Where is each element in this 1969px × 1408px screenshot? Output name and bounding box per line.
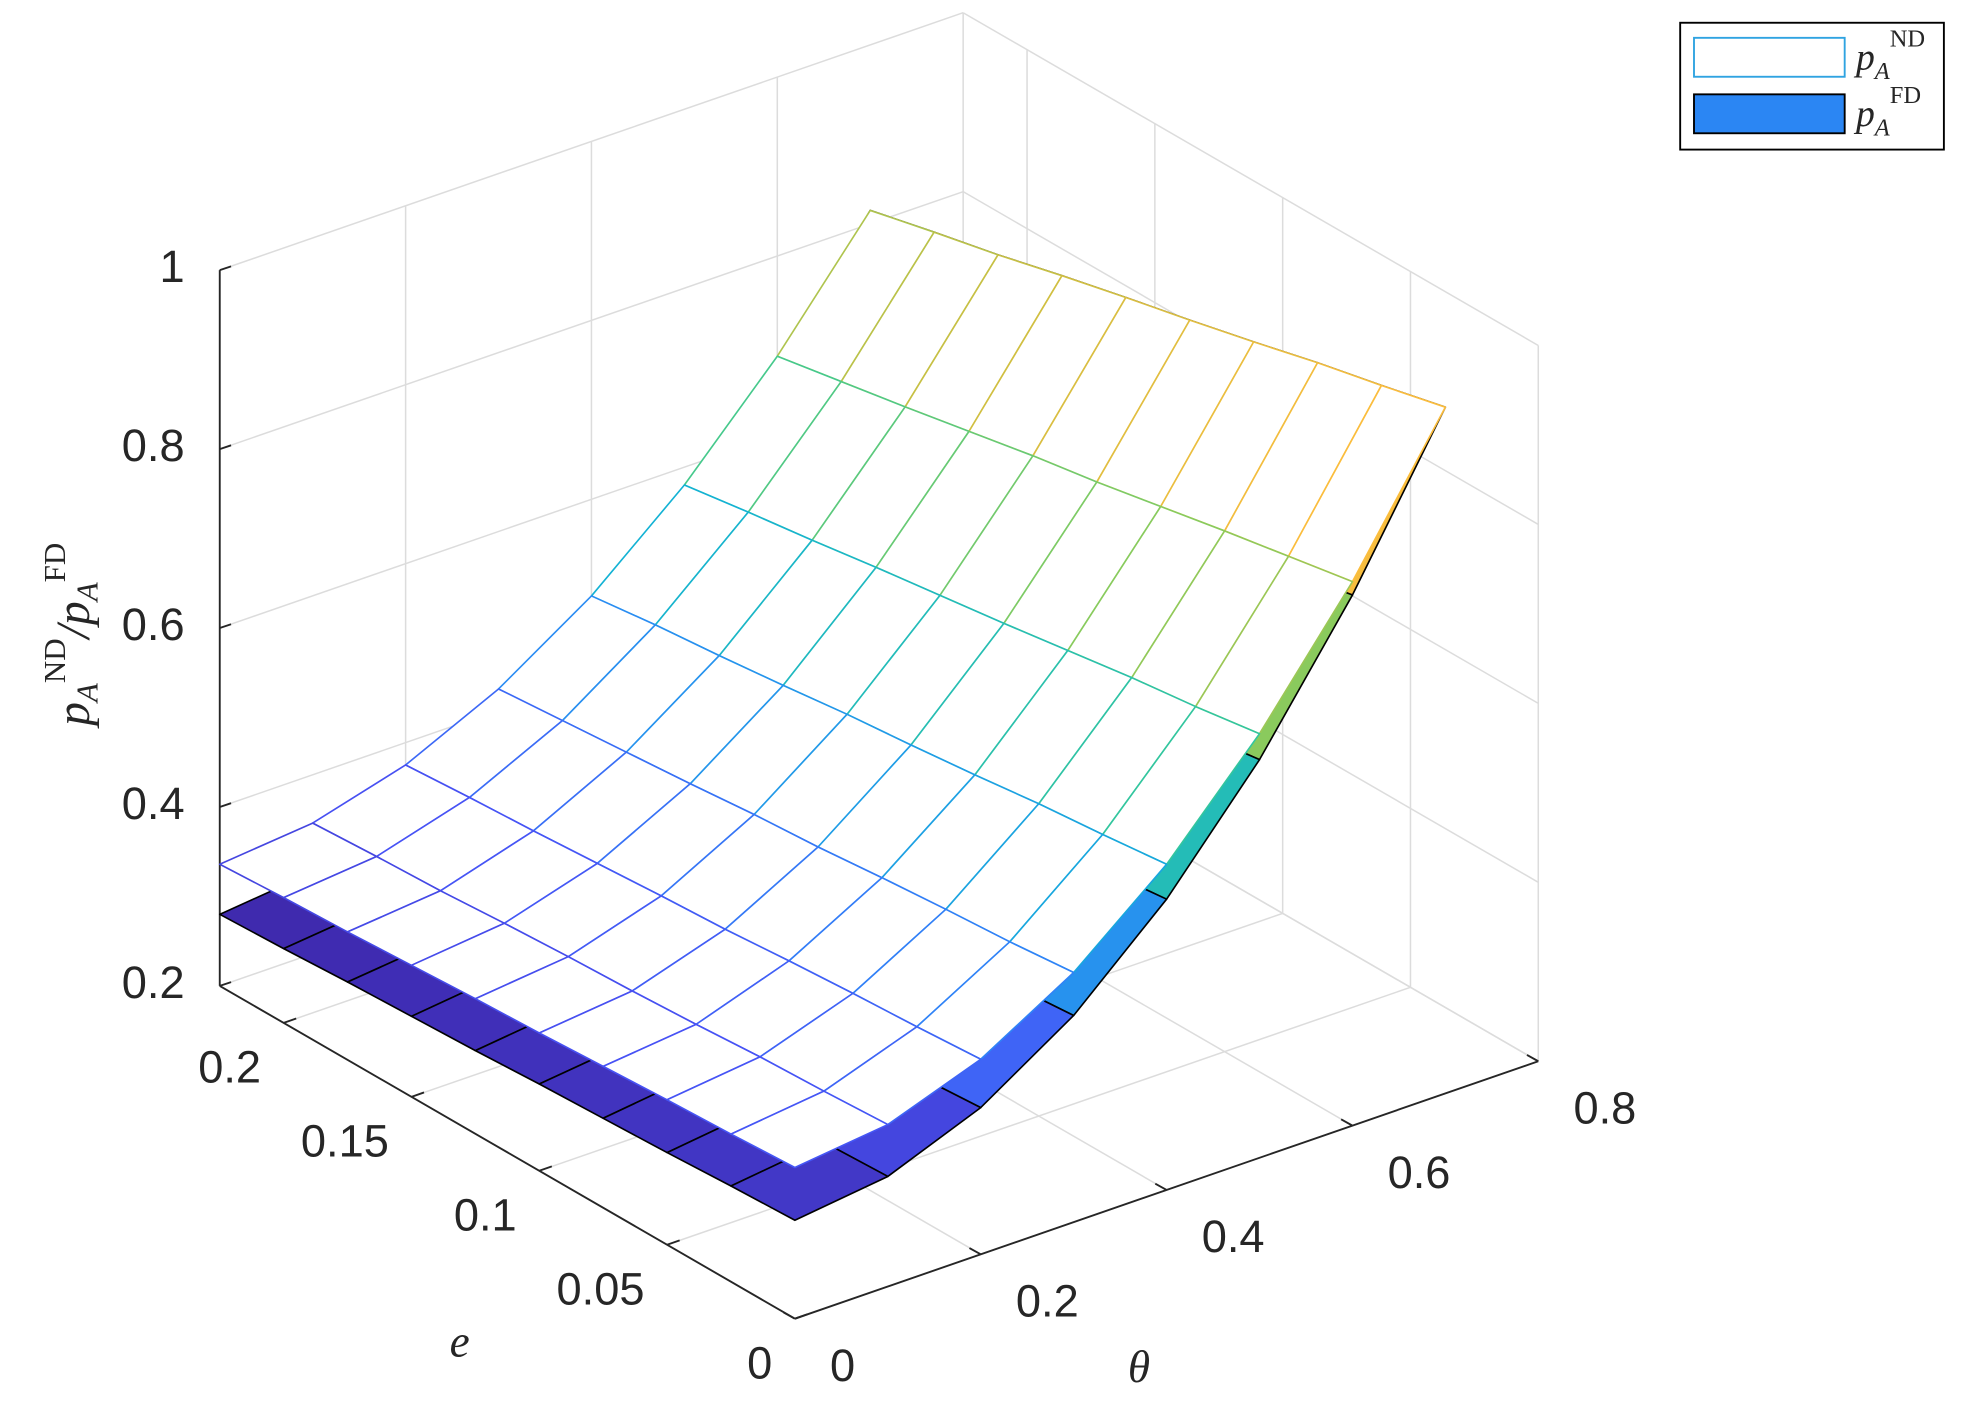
tick-mark: [219, 265, 232, 272]
surface-patch: [730, 1090, 889, 1169]
tick-mark: [783, 1311, 796, 1320]
x-tick-label: 0.8: [1573, 1082, 1636, 1133]
tick-mark: [1526, 1054, 1539, 1063]
y-tick-label: 0.1: [454, 1189, 517, 1240]
legend-swatch: [1693, 93, 1846, 135]
y-tick-label: 0.15: [301, 1115, 389, 1166]
y-axis-line: [219, 985, 796, 1320]
grid-line: [219, 190, 964, 450]
labels: 0.2 0.4 0.6 0.8 1 0 0.05 0.1 0.15 0.2 0 0.2 0.4 0.6 0.…: [37, 241, 1636, 1392]
tick-mark: [1154, 1182, 1168, 1191]
z-tick-label: 1: [159, 241, 184, 292]
y-tick-label: 0: [747, 1337, 772, 1388]
tick-mark: [968, 1247, 982, 1256]
tick-mark: [666, 1239, 680, 1246]
tick-mark: [1340, 1118, 1353, 1127]
tick-mark: [219, 623, 232, 629]
grid-line: [962, 12, 1539, 347]
x-axis-label: θ: [1128, 1342, 1150, 1392]
x-tick-label: 0: [830, 1340, 855, 1391]
y-tick-label: 0.05: [557, 1263, 645, 1314]
tick-mark: [538, 1165, 553, 1172]
z-tick-label: 0.4: [122, 778, 185, 829]
y-axis-label: e: [450, 1317, 470, 1367]
surfaces: [218, 209, 1447, 1222]
grid-line: [219, 12, 964, 271]
legend-label: pAFD: [1853, 81, 1921, 141]
z-tick-label: 0.8: [122, 420, 185, 471]
x-tick-label: 0.4: [1202, 1211, 1265, 1262]
z-axis-label: pAND/pAFD: [37, 543, 105, 729]
legend-swatch: [1693, 36, 1846, 78]
x-tick-label: 0.6: [1388, 1147, 1451, 1198]
tick-mark: [411, 1091, 425, 1098]
axes: [218, 265, 1539, 1320]
z-tick-label: 0.2: [122, 957, 185, 1008]
tick-mark: [219, 802, 232, 808]
z-tick-label: 0.6: [122, 599, 185, 650]
tick-mark: [219, 444, 232, 450]
tick-mark: [794, 1313, 808, 1320]
tick-mark: [219, 981, 232, 987]
y-tick-label: 0.2: [198, 1042, 261, 1093]
x-tick-label: 0.2: [1016, 1275, 1079, 1326]
tick-mark: [283, 1017, 297, 1024]
legend-label: pAND: [1853, 25, 1925, 85]
